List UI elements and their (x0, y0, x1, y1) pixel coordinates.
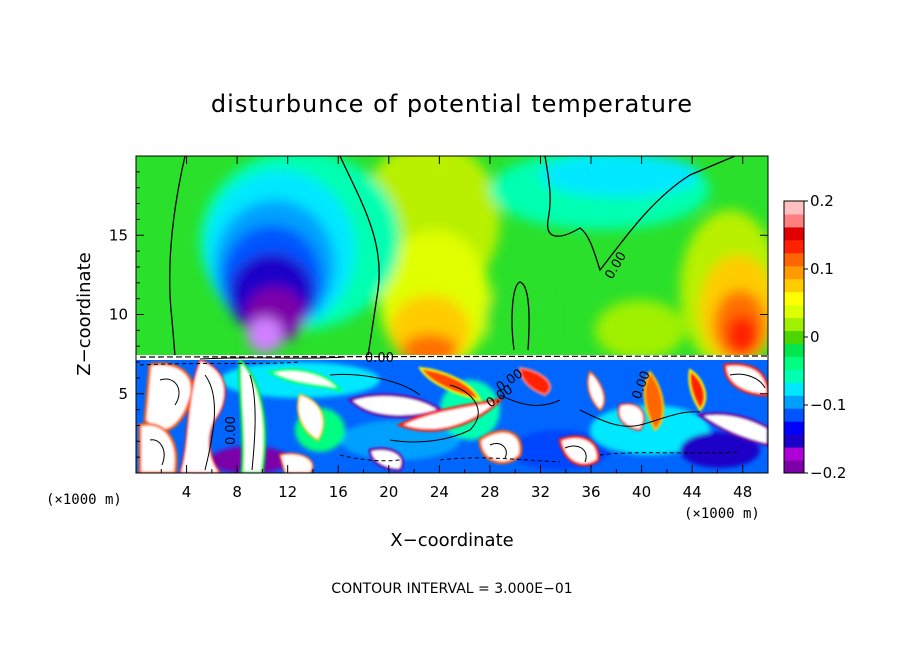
colorbar-swatch (784, 239, 804, 254)
colorbar-swatch (784, 395, 804, 409)
colorbar-label: −0.1 (810, 396, 846, 414)
x-tick-label: 4 (182, 483, 192, 501)
colorbar-swatch (784, 408, 804, 422)
colorbar-label: 0 (810, 328, 820, 346)
colorbar-swatch (784, 343, 804, 357)
colorbar-swatch (784, 278, 804, 293)
x-tick-label: 16 (329, 483, 348, 501)
x-axis-label: X−coordinate (390, 530, 513, 551)
x-unit-right: (×1000 m) (684, 506, 760, 522)
x-tick-label: 28 (480, 483, 499, 501)
colorbar-swatch (784, 317, 804, 332)
y-axis-label: Z−coordinate (74, 252, 95, 375)
chart-title: disturbunce of potential temperature (211, 90, 693, 118)
colorbar-swatch (784, 382, 804, 396)
colorbar-swatch (784, 369, 804, 383)
y-tick-label: 15 (109, 226, 128, 244)
contour-label: 0.00 (365, 351, 394, 366)
x-tick-label: 32 (531, 483, 550, 501)
contour-interval-note: CONTOUR INTERVAL = 3.000E−01 (331, 581, 572, 597)
upper-field: 0.00 (136, 156, 768, 361)
colorbar-swatch (784, 252, 804, 267)
x-tick-label: 40 (632, 483, 651, 501)
colorbar-label: −0.2 (810, 464, 846, 482)
x-tick-label: 44 (683, 483, 702, 501)
x-tick-label: 48 (733, 483, 752, 501)
colorbar-swatch (784, 291, 804, 306)
colorbar-swatch (784, 201, 804, 215)
y-tick-label: 5 (118, 385, 128, 403)
colorbar-swatch (784, 421, 804, 435)
x-tick-label: 24 (430, 483, 449, 501)
colorbar-swatch (784, 213, 804, 228)
contour-label: 0.00 (224, 416, 239, 445)
colorbar-swatch (784, 330, 804, 344)
colorbar-label: 0.2 (810, 192, 834, 210)
x-tick-label: 20 (379, 483, 398, 501)
x-tick-label: 12 (278, 483, 297, 501)
colorbar-label: 0.1 (810, 260, 834, 278)
colorbar-swatch (784, 304, 804, 319)
colorbar-swatch (784, 447, 804, 461)
colorbar-swatch (784, 356, 804, 370)
x-tick-label: 8 (232, 483, 242, 501)
lower-field: 0.00 0.00 0.00 0.00 (136, 358, 768, 473)
colorbar-swatch (784, 434, 804, 448)
colorbar: 0.2 0.1 0 −0.1 −0.2 (783, 192, 846, 482)
x-tick-label: 36 (581, 483, 600, 501)
interface-band (136, 355, 768, 360)
colorbar-swatch (784, 460, 804, 474)
x-unit-left: (×1000 m) (46, 492, 122, 508)
colorbar-swatch (784, 265, 804, 280)
plot-area: 0.00 (136, 156, 768, 473)
colorbar-swatch (784, 226, 804, 241)
y-tick-label: 10 (109, 306, 128, 324)
